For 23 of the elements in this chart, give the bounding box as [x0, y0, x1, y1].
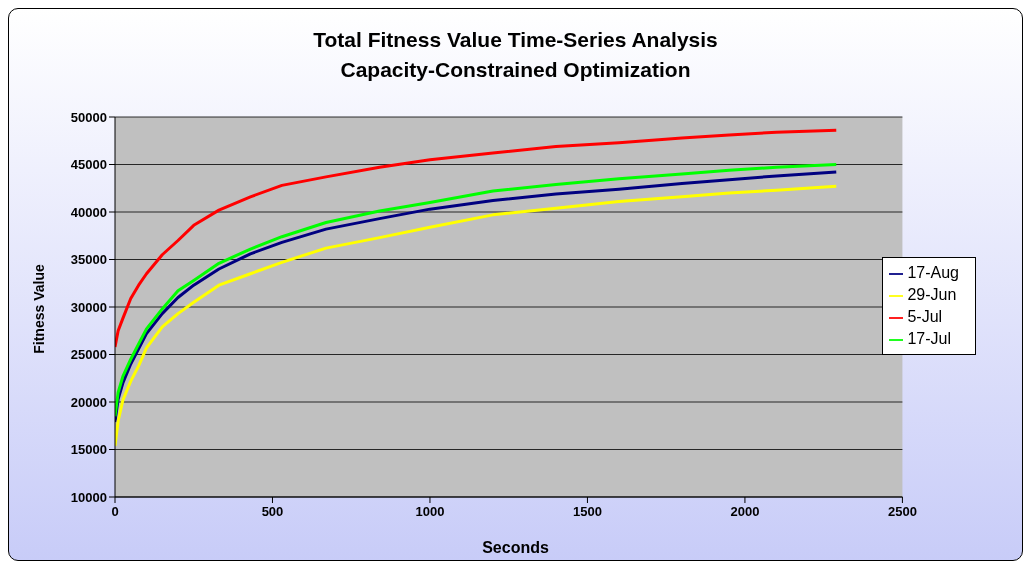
- legend-label: 29-Jun: [907, 286, 957, 303]
- y-tick-label: 10000: [70, 489, 107, 505]
- y-tick-label: 30000: [70, 299, 107, 315]
- y-tick-label: 35000: [70, 252, 107, 268]
- x-tick-label: 2000: [730, 504, 760, 520]
- x-tick-label: 1500: [572, 504, 602, 520]
- legend-label: 17-Jul: [907, 330, 951, 347]
- y-tick-label: 45000: [70, 157, 107, 173]
- line-series: [115, 128, 838, 349]
- y-tick-label: 15000: [70, 442, 107, 458]
- x-tick-label: 500: [261, 504, 284, 520]
- y-tick-label: 20000: [70, 394, 107, 410]
- x-tick-label: 0: [111, 504, 119, 520]
- x-axis-title: Seconds: [481, 539, 550, 557]
- legend-label: 5-Jul: [907, 308, 943, 325]
- legend-label: 17-Aug: [907, 264, 959, 281]
- x-tick-label: 2500: [887, 504, 917, 520]
- y-tick-label: 40000: [70, 204, 107, 220]
- chart-title: Total Fitness Value Time-Series Analysis Capacity-Constrained Optimization: [312, 27, 719, 83]
- y-tick-label: 50000: [70, 109, 107, 125]
- y-axis-title: Fitness Value: [31, 264, 47, 354]
- x-tick-label: 1000: [415, 504, 445, 520]
- y-tick-label: 25000: [70, 347, 107, 363]
